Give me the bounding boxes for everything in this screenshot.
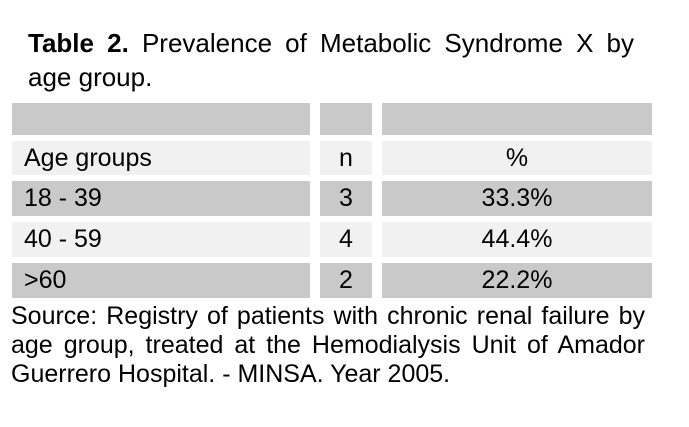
cell-age-group: 18 - 39 — [12, 181, 310, 216]
cell-age-group: 40 - 59 — [12, 222, 310, 257]
table-caption-line1: Table 2. Prevalence of Metabolic Syndrom… — [28, 26, 634, 60]
cell-n: 3 — [320, 181, 372, 216]
cell-age-group: >60 — [12, 263, 310, 298]
source-line: Source: Registry of patients with chroni… — [11, 302, 645, 330]
source-note: Source: Registry of patients with chroni… — [11, 302, 645, 389]
cell-n: 2 — [320, 263, 372, 298]
spacer-cell — [320, 103, 372, 135]
cell-percent: 44.4% — [382, 222, 652, 257]
header-cell-percent: % — [382, 141, 652, 175]
table-caption: Table 2. Prevalence of Metabolic Syndrom… — [28, 26, 634, 94]
cell-n: 4 — [320, 222, 372, 257]
cell-percent: 22.2% — [382, 263, 652, 298]
table-caption-text: Prevalence of Metabolic Syndrome X by — [141, 28, 635, 58]
header-cell-age-groups: Age groups — [12, 141, 310, 175]
table-caption-line2: age group. — [28, 62, 153, 92]
header-cell-n: n — [320, 141, 372, 175]
cell-percent: 33.3% — [382, 181, 652, 216]
source-line: Guerrero Hospital. - MINSA. Year 2005. — [11, 360, 451, 388]
table-caption-label: Table 2. — [28, 28, 129, 58]
data-table: Age groups n % 18 - 39 3 33.3% 40 - 59 4… — [12, 103, 652, 298]
spacer-cell — [382, 103, 652, 135]
source-line: age group, treated at the Hemodialysis U… — [11, 331, 645, 359]
spacer-cell — [12, 103, 310, 135]
